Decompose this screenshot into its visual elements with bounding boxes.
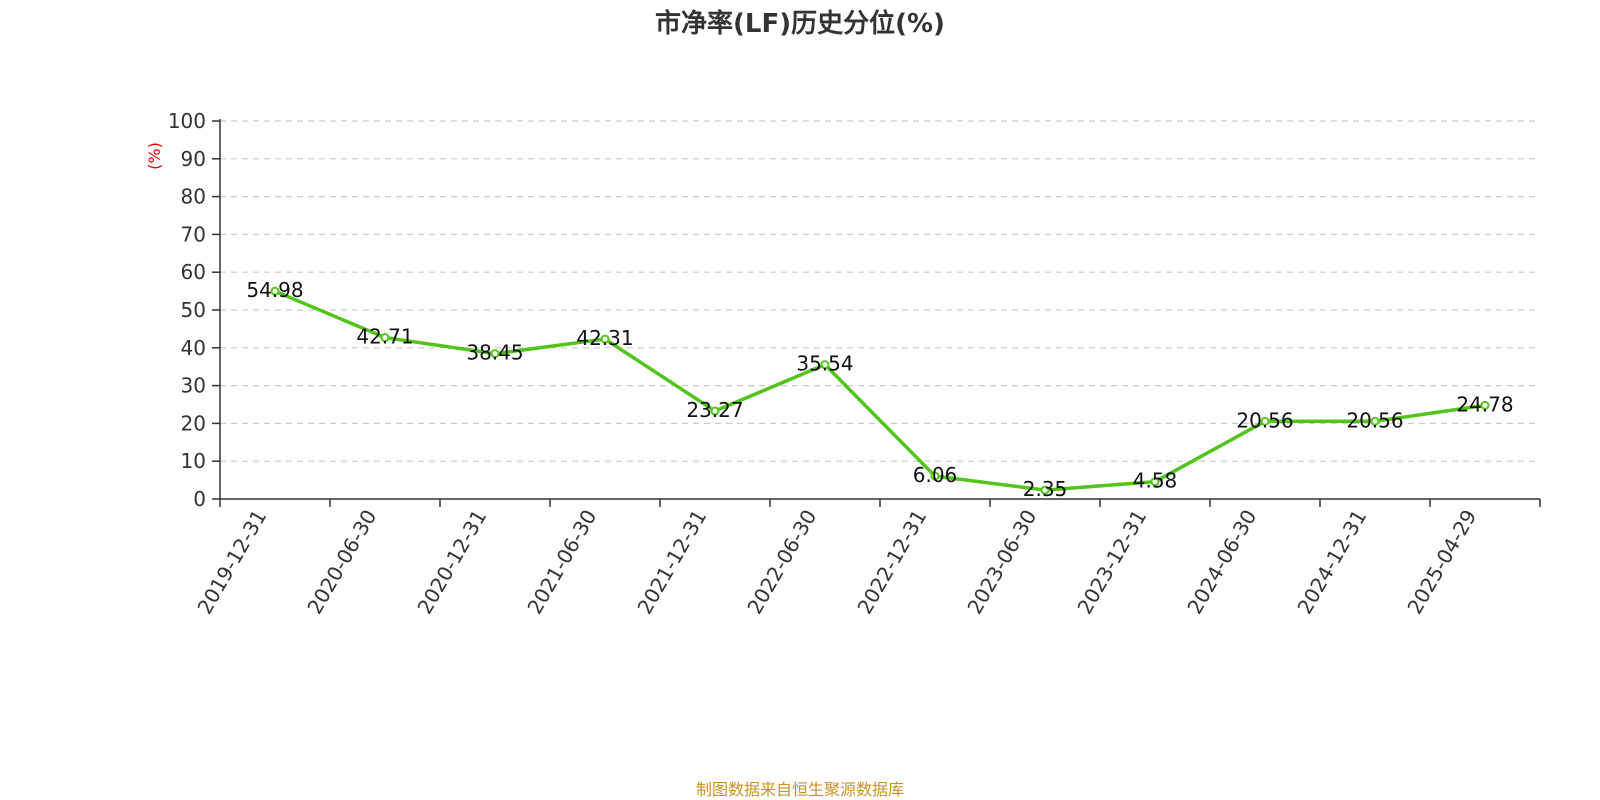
gridlines — [220, 120, 1540, 462]
data-label-4: 23.27 — [686, 398, 743, 422]
x-tick-label-0: 2019-12-31 — [192, 506, 271, 619]
data-label-11: 24.78 — [1456, 392, 1513, 416]
x-tick-label-5: 2022-06-30 — [742, 506, 821, 619]
data-point-10 — [1370, 416, 1380, 426]
data-label-6: 6.06 — [913, 463, 958, 487]
data-point-8 — [1150, 477, 1160, 487]
data-label-5: 35.54 — [796, 352, 853, 376]
x-tick-label-11: 2025-04-29 — [1402, 506, 1481, 619]
x-tick-label-7: 2023-06-30 — [962, 506, 1041, 619]
series-line-group — [270, 286, 1490, 495]
data-point-1 — [380, 333, 390, 343]
x-tick-label-1: 2020-06-30 — [302, 506, 381, 619]
y-tick-label-40: 40 — [181, 336, 206, 360]
data-label-3: 42.31 — [576, 326, 633, 350]
data-point-11 — [1480, 400, 1490, 410]
data-point-6 — [930, 471, 940, 481]
data-label-8: 4.58 — [1133, 469, 1178, 493]
y-tick-label-0: 0 — [193, 487, 206, 511]
data-label-7: 2.35 — [1023, 477, 1068, 501]
data-point-0 — [270, 286, 280, 296]
y-axis-unit-label: (%) — [145, 142, 164, 170]
data-point-3 — [600, 334, 610, 344]
data-label-0: 54.98 — [246, 278, 303, 302]
data-point-5 — [820, 360, 830, 370]
x-tick-label-3: 2021-06-30 — [522, 506, 601, 619]
x-tick-label-6: 2022-12-31 — [852, 506, 931, 619]
y-tick-label-80: 80 — [181, 185, 206, 209]
y-tick-label-10: 10 — [181, 449, 206, 473]
x-axis: 2019-12-31 2020-06-30 2020-12-31 2021-06-30… — [192, 498, 1541, 619]
data-point-7 — [1040, 485, 1050, 495]
x-tick-label-10: 2024-12-31 — [1292, 506, 1371, 619]
data-point-4 — [710, 406, 720, 416]
x-tick-label-9: 2024-06-30 — [1182, 506, 1261, 619]
data-point-9 — [1260, 416, 1270, 426]
data-label-2: 38.45 — [466, 341, 523, 365]
x-tick-label-4: 2021-12-31 — [632, 506, 711, 619]
y-tick-label-90: 90 — [181, 147, 206, 171]
series-line — [273, 289, 1487, 492]
x-tick-label-8: 2023-12-31 — [1072, 506, 1151, 619]
y-tick-label-20: 20 — [181, 411, 206, 435]
data-labels: 54.98 42.71 38.45 42.31 23.27 35.54 6.06 2.35 4.… — [246, 278, 1513, 501]
data-source-note: 制图数据来自恒生聚源数据库 — [696, 780, 904, 799]
y-tick-label-70: 70 — [181, 222, 206, 246]
data-point-2 — [490, 349, 500, 359]
x-tick-label-2: 2020-12-31 — [412, 506, 491, 619]
data-label-1: 42.71 — [356, 325, 413, 349]
data-label-9: 20.56 — [1236, 408, 1293, 432]
y-tick-label-50: 50 — [181, 298, 206, 322]
chart-title: 市净率(LF)历史分位(%) — [655, 8, 945, 39]
data-label-10: 20.56 — [1346, 408, 1403, 432]
y-tick-label-100: 100 — [168, 109, 206, 133]
y-tick-label-60: 60 — [181, 260, 206, 284]
y-axis: 0 10 20 30 40 50 60 70 80 90 100 — [168, 109, 221, 511]
y-tick-label-30: 30 — [181, 374, 206, 398]
